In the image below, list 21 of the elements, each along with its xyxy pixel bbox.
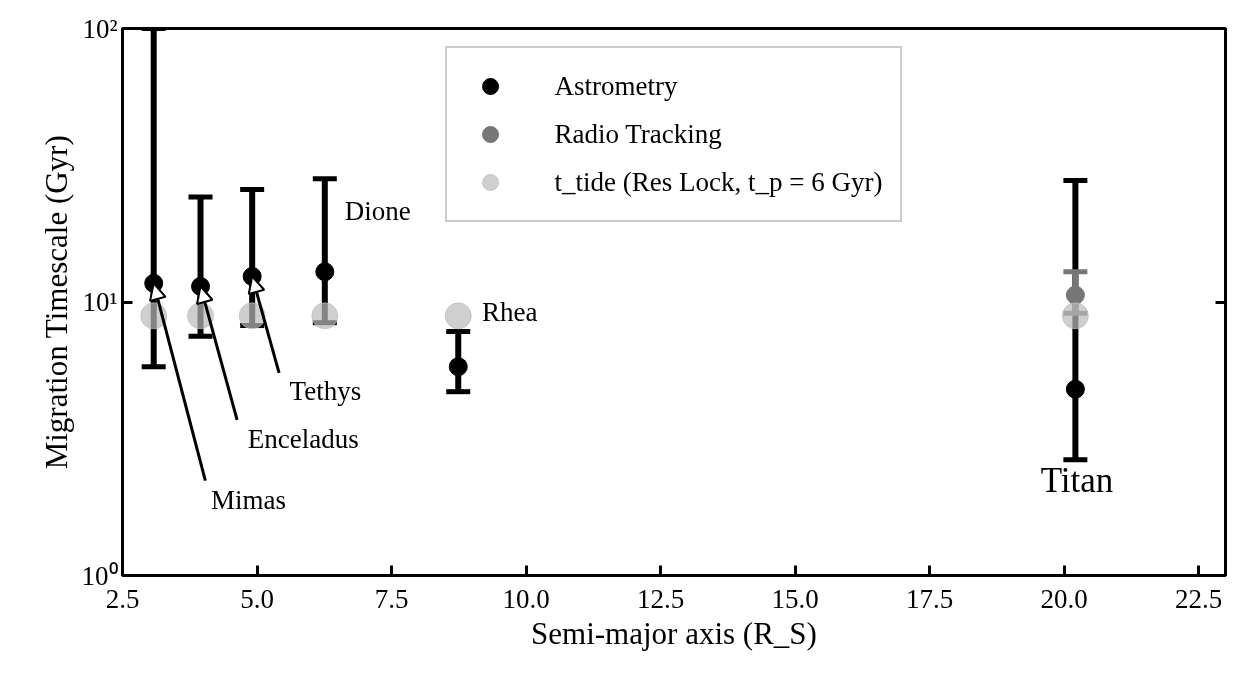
annotation: Titan (1040, 460, 1114, 500)
annotation: Rhea (481, 297, 538, 328)
annotation: Dione (344, 195, 411, 226)
legend-label: t_tide (Res Lock, t_p = 6 Gyr) (554, 166, 883, 198)
x-tick-label: 22.5 (1174, 583, 1223, 614)
x-axis-title: Semi-major axis (R_S) (531, 615, 817, 651)
x-tick-label: 10.0 (502, 583, 550, 614)
y-tick-label: 10² (82, 13, 118, 44)
x-tick-label: 15.0 (771, 583, 819, 614)
y-tick-label: 10¹ (82, 287, 118, 317)
annotation: Tethys (289, 376, 362, 407)
legend-label: Astrometry (554, 70, 678, 102)
x-tick-label: 12.5 (636, 583, 685, 614)
x-tick-label: 20.0 (1040, 583, 1088, 614)
legend-label: Radio Tracking (554, 118, 722, 150)
x-tick-label: 5.0 (240, 583, 274, 614)
y-axis-title: Migration Timescale (Gyr) (38, 135, 74, 470)
annotation: Mimas (210, 484, 286, 515)
x-tick-label: 7.5 (374, 583, 409, 614)
annotation: Enceladus (247, 424, 359, 455)
x-tick-label: 17.5 (905, 583, 954, 614)
